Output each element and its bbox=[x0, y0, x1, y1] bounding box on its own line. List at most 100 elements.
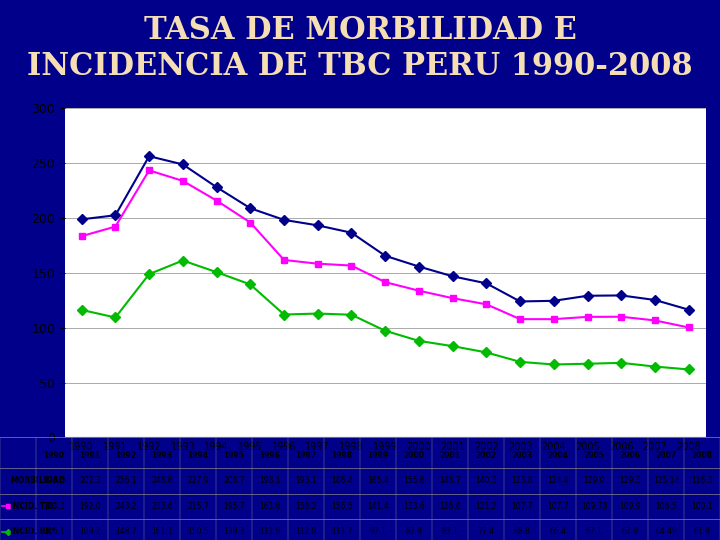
Text: 155.6: 155.6 bbox=[403, 476, 425, 485]
MORBILIDAD bbox=[516, 298, 524, 305]
Text: 146.7: 146.7 bbox=[439, 476, 461, 485]
INCID. BK* bbox=[482, 349, 491, 356]
INCID. TBC bbox=[482, 301, 491, 308]
INCID. TBC bbox=[347, 262, 356, 269]
Text: 2008: 2008 bbox=[691, 451, 713, 461]
Text: 2006: 2006 bbox=[619, 451, 641, 461]
Text: 1991: 1991 bbox=[79, 451, 101, 461]
Text: 1990: 1990 bbox=[43, 451, 65, 461]
Text: 1992: 1992 bbox=[115, 451, 137, 461]
INCID. TBC bbox=[617, 314, 626, 320]
Text: 1994: 1994 bbox=[187, 451, 209, 461]
INCID. TBC bbox=[212, 197, 221, 204]
Text: 141.4: 141.4 bbox=[367, 502, 389, 511]
INCID. BK* bbox=[313, 310, 322, 317]
MORBILIDAD bbox=[617, 292, 626, 299]
Text: 139.3: 139.3 bbox=[223, 527, 245, 536]
Text: 2007: 2007 bbox=[655, 451, 677, 461]
Text: 1999: 1999 bbox=[367, 451, 389, 461]
Text: 1998: 1998 bbox=[331, 451, 353, 461]
Text: 67.9: 67.9 bbox=[621, 527, 639, 536]
INCID. TBC bbox=[279, 256, 288, 263]
Text: 2003: 2003 bbox=[511, 451, 533, 461]
MORBILIDAD bbox=[651, 297, 660, 303]
Text: 83.1: 83.1 bbox=[441, 527, 459, 536]
Text: 165.4: 165.4 bbox=[367, 476, 389, 485]
Text: 123.8: 123.8 bbox=[511, 476, 533, 485]
Text: 126.8: 126.8 bbox=[439, 502, 461, 511]
Text: 125.14: 125.14 bbox=[653, 476, 679, 485]
Text: 1993: 1993 bbox=[151, 451, 173, 461]
INCID. BK* bbox=[145, 271, 153, 278]
Text: 2000: 2000 bbox=[403, 451, 425, 461]
Text: 109.2: 109.2 bbox=[79, 527, 101, 536]
INCID. BK* bbox=[77, 307, 86, 313]
INCID. BK* bbox=[449, 343, 457, 349]
Text: 97.1: 97.1 bbox=[369, 527, 387, 536]
Text: 61.9: 61.9 bbox=[693, 527, 711, 536]
Text: 243.2: 243.2 bbox=[115, 502, 137, 511]
Text: 66.4: 66.4 bbox=[549, 527, 567, 536]
INCID. BK* bbox=[583, 361, 592, 367]
Text: 129.3: 129.3 bbox=[619, 476, 641, 485]
MORBILIDAD bbox=[179, 161, 187, 168]
Text: 109.9: 109.9 bbox=[619, 502, 641, 511]
Text: 111.7: 111.7 bbox=[331, 527, 353, 536]
MORBILIDAD bbox=[279, 217, 288, 223]
INCID. BK* bbox=[415, 338, 423, 344]
INCID. TBC bbox=[145, 167, 153, 173]
Text: 124.4: 124.4 bbox=[547, 476, 569, 485]
INCID. TBC bbox=[415, 287, 423, 294]
Line: INCID. TBC: INCID. TBC bbox=[78, 167, 692, 331]
Text: 256.1: 256.1 bbox=[115, 476, 137, 485]
Text: 158.2: 158.2 bbox=[295, 502, 317, 511]
INCID. TBC bbox=[449, 295, 457, 301]
MORBILIDAD bbox=[415, 264, 423, 270]
Text: 161.1: 161.1 bbox=[151, 527, 173, 536]
Text: 140.3: 140.3 bbox=[475, 476, 497, 485]
INCID. TBC bbox=[77, 233, 86, 239]
Text: INCID. BK*: INCID. BK* bbox=[10, 527, 55, 536]
Text: 2001: 2001 bbox=[439, 451, 461, 461]
INCID. TBC bbox=[111, 224, 120, 230]
Text: INCID. TBC: INCID. TBC bbox=[10, 502, 57, 511]
INCID. TBC bbox=[651, 317, 660, 323]
Text: 2002: 2002 bbox=[475, 451, 497, 461]
INCID. BK* bbox=[111, 314, 120, 321]
Text: 129.0: 129.0 bbox=[583, 476, 605, 485]
Text: 1995: 1995 bbox=[224, 451, 244, 461]
Text: 150.5: 150.5 bbox=[187, 527, 209, 536]
INCID. BK* bbox=[549, 361, 558, 368]
Text: 215.7: 215.7 bbox=[187, 502, 209, 511]
Text: 193.1: 193.1 bbox=[295, 476, 317, 485]
INCID. BK* bbox=[279, 311, 288, 318]
MORBILIDAD bbox=[313, 222, 322, 228]
INCID. TBC bbox=[381, 279, 390, 285]
MORBILIDAD bbox=[347, 230, 356, 236]
MORBILIDAD bbox=[145, 153, 153, 159]
INCID. TBC bbox=[246, 219, 255, 226]
Text: 87.9: 87.9 bbox=[405, 527, 423, 536]
Text: 248.6: 248.6 bbox=[151, 476, 173, 485]
Text: 121.2: 121.2 bbox=[475, 502, 497, 511]
Text: 1997: 1997 bbox=[295, 451, 317, 461]
Text: 198.1: 198.1 bbox=[259, 476, 281, 485]
Text: 227.9: 227.9 bbox=[187, 476, 209, 485]
Text: 2005: 2005 bbox=[584, 451, 604, 461]
INCID. BK* bbox=[246, 281, 255, 288]
INCID. BK* bbox=[651, 363, 660, 370]
INCID. TBC bbox=[685, 324, 693, 330]
Text: 106.5: 106.5 bbox=[655, 502, 677, 511]
INCID. BK* bbox=[617, 360, 626, 366]
Text: 148.7: 148.7 bbox=[115, 527, 137, 536]
Line: MORBILIDAD: MORBILIDAD bbox=[78, 153, 692, 313]
Text: 198.6: 198.6 bbox=[43, 476, 65, 485]
MORBILIDAD bbox=[77, 216, 86, 222]
Text: 233.6: 233.6 bbox=[151, 502, 173, 511]
MORBILIDAD bbox=[549, 298, 558, 304]
INCID. BK* bbox=[212, 269, 221, 275]
INCID. BK* bbox=[347, 312, 356, 318]
Text: 116.1: 116.1 bbox=[43, 527, 65, 536]
INCID. TBC bbox=[179, 178, 187, 184]
MORBILIDAD bbox=[449, 273, 457, 280]
